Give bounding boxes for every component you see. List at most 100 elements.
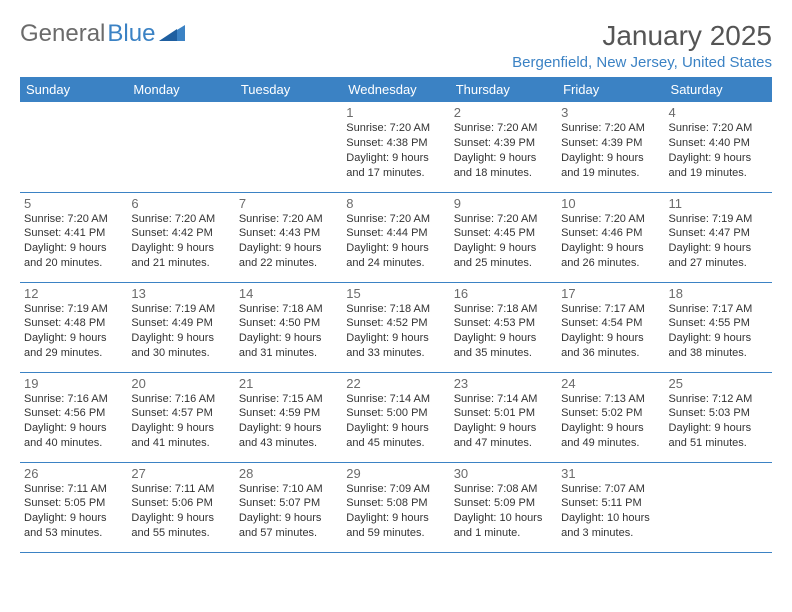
day-number: 5 bbox=[24, 196, 123, 211]
calendar-cell: 27Sunrise: 7:11 AMSunset: 5:06 PMDayligh… bbox=[127, 462, 234, 552]
calendar-cell: 22Sunrise: 7:14 AMSunset: 5:00 PMDayligh… bbox=[342, 372, 449, 462]
day-info: Sunrise: 7:12 AMSunset: 5:03 PMDaylight:… bbox=[669, 392, 768, 451]
day-info: Sunrise: 7:13 AMSunset: 5:02 PMDaylight:… bbox=[561, 392, 660, 451]
calendar-cell bbox=[20, 102, 127, 192]
calendar-cell: 3Sunrise: 7:20 AMSunset: 4:39 PMDaylight… bbox=[557, 102, 664, 192]
day-info: Sunrise: 7:20 AMSunset: 4:38 PMDaylight:… bbox=[346, 121, 445, 180]
calendar-cell: 28Sunrise: 7:10 AMSunset: 5:07 PMDayligh… bbox=[235, 462, 342, 552]
calendar-table: SundayMondayTuesdayWednesdayThursdayFrid… bbox=[20, 77, 772, 553]
day-header: Saturday bbox=[665, 77, 772, 102]
day-info: Sunrise: 7:18 AMSunset: 4:53 PMDaylight:… bbox=[454, 302, 553, 361]
day-number: 28 bbox=[239, 466, 338, 481]
day-number: 6 bbox=[131, 196, 230, 211]
calendar-cell: 16Sunrise: 7:18 AMSunset: 4:53 PMDayligh… bbox=[450, 282, 557, 372]
day-number: 27 bbox=[131, 466, 230, 481]
day-number: 20 bbox=[131, 376, 230, 391]
logo-text-part2: Blue bbox=[107, 20, 155, 48]
calendar-row: 26Sunrise: 7:11 AMSunset: 5:05 PMDayligh… bbox=[20, 462, 772, 552]
day-number: 16 bbox=[454, 286, 553, 301]
day-info: Sunrise: 7:14 AMSunset: 5:01 PMDaylight:… bbox=[454, 392, 553, 451]
day-header: Friday bbox=[557, 77, 664, 102]
day-info: Sunrise: 7:10 AMSunset: 5:07 PMDaylight:… bbox=[239, 482, 338, 541]
calendar-cell: 6Sunrise: 7:20 AMSunset: 4:42 PMDaylight… bbox=[127, 192, 234, 282]
calendar-cell: 12Sunrise: 7:19 AMSunset: 4:48 PMDayligh… bbox=[20, 282, 127, 372]
day-info: Sunrise: 7:20 AMSunset: 4:46 PMDaylight:… bbox=[561, 212, 660, 271]
day-number: 17 bbox=[561, 286, 660, 301]
calendar-cell: 14Sunrise: 7:18 AMSunset: 4:50 PMDayligh… bbox=[235, 282, 342, 372]
calendar-cell: 4Sunrise: 7:20 AMSunset: 4:40 PMDaylight… bbox=[665, 102, 772, 192]
day-number: 31 bbox=[561, 466, 660, 481]
day-info: Sunrise: 7:07 AMSunset: 5:11 PMDaylight:… bbox=[561, 482, 660, 541]
calendar-cell: 15Sunrise: 7:18 AMSunset: 4:52 PMDayligh… bbox=[342, 282, 449, 372]
day-number: 24 bbox=[561, 376, 660, 391]
calendar-cell: 7Sunrise: 7:20 AMSunset: 4:43 PMDaylight… bbox=[235, 192, 342, 282]
day-number: 13 bbox=[131, 286, 230, 301]
day-info: Sunrise: 7:20 AMSunset: 4:44 PMDaylight:… bbox=[346, 212, 445, 271]
calendar-cell bbox=[665, 462, 772, 552]
day-info: Sunrise: 7:16 AMSunset: 4:57 PMDaylight:… bbox=[131, 392, 230, 451]
day-number: 14 bbox=[239, 286, 338, 301]
calendar-cell: 5Sunrise: 7:20 AMSunset: 4:41 PMDaylight… bbox=[20, 192, 127, 282]
calendar-cell: 30Sunrise: 7:08 AMSunset: 5:09 PMDayligh… bbox=[450, 462, 557, 552]
day-info: Sunrise: 7:20 AMSunset: 4:42 PMDaylight:… bbox=[131, 212, 230, 271]
day-info: Sunrise: 7:17 AMSunset: 4:55 PMDaylight:… bbox=[669, 302, 768, 361]
calendar-head: SundayMondayTuesdayWednesdayThursdayFrid… bbox=[20, 77, 772, 102]
calendar-cell: 23Sunrise: 7:14 AMSunset: 5:01 PMDayligh… bbox=[450, 372, 557, 462]
day-info: Sunrise: 7:17 AMSunset: 4:54 PMDaylight:… bbox=[561, 302, 660, 361]
calendar-cell: 13Sunrise: 7:19 AMSunset: 4:49 PMDayligh… bbox=[127, 282, 234, 372]
day-header: Monday bbox=[127, 77, 234, 102]
day-info: Sunrise: 7:19 AMSunset: 4:49 PMDaylight:… bbox=[131, 302, 230, 361]
day-number: 15 bbox=[346, 286, 445, 301]
day-number: 7 bbox=[239, 196, 338, 211]
calendar-cell: 25Sunrise: 7:12 AMSunset: 5:03 PMDayligh… bbox=[665, 372, 772, 462]
day-info: Sunrise: 7:09 AMSunset: 5:08 PMDaylight:… bbox=[346, 482, 445, 541]
calendar-cell: 2Sunrise: 7:20 AMSunset: 4:39 PMDaylight… bbox=[450, 102, 557, 192]
day-info: Sunrise: 7:15 AMSunset: 4:59 PMDaylight:… bbox=[239, 392, 338, 451]
day-number: 22 bbox=[346, 376, 445, 391]
calendar-cell: 17Sunrise: 7:17 AMSunset: 4:54 PMDayligh… bbox=[557, 282, 664, 372]
header: GeneralBlue January 2025 Bergenfield, Ne… bbox=[20, 20, 772, 71]
triangle-icon bbox=[159, 23, 185, 46]
day-number: 10 bbox=[561, 196, 660, 211]
day-info: Sunrise: 7:20 AMSunset: 4:39 PMDaylight:… bbox=[454, 121, 553, 180]
day-info: Sunrise: 7:20 AMSunset: 4:40 PMDaylight:… bbox=[669, 121, 768, 180]
day-info: Sunrise: 7:18 AMSunset: 4:50 PMDaylight:… bbox=[239, 302, 338, 361]
calendar-body: 1Sunrise: 7:20 AMSunset: 4:38 PMDaylight… bbox=[20, 102, 772, 552]
month-title: January 2025 bbox=[512, 20, 772, 52]
day-number: 9 bbox=[454, 196, 553, 211]
calendar-cell: 20Sunrise: 7:16 AMSunset: 4:57 PMDayligh… bbox=[127, 372, 234, 462]
day-info: Sunrise: 7:18 AMSunset: 4:52 PMDaylight:… bbox=[346, 302, 445, 361]
logo: GeneralBlue bbox=[20, 20, 185, 48]
location: Bergenfield, New Jersey, United States bbox=[512, 54, 772, 71]
day-number: 21 bbox=[239, 376, 338, 391]
calendar-cell: 11Sunrise: 7:19 AMSunset: 4:47 PMDayligh… bbox=[665, 192, 772, 282]
day-number: 8 bbox=[346, 196, 445, 211]
calendar-row: 5Sunrise: 7:20 AMSunset: 4:41 PMDaylight… bbox=[20, 192, 772, 282]
calendar-cell: 26Sunrise: 7:11 AMSunset: 5:05 PMDayligh… bbox=[20, 462, 127, 552]
day-number: 1 bbox=[346, 105, 445, 120]
day-number: 29 bbox=[346, 466, 445, 481]
day-number: 25 bbox=[669, 376, 768, 391]
day-number: 23 bbox=[454, 376, 553, 391]
logo-text-part1: General bbox=[20, 20, 105, 48]
day-number: 26 bbox=[24, 466, 123, 481]
day-info: Sunrise: 7:14 AMSunset: 5:00 PMDaylight:… bbox=[346, 392, 445, 451]
calendar-cell: 10Sunrise: 7:20 AMSunset: 4:46 PMDayligh… bbox=[557, 192, 664, 282]
day-header: Sunday bbox=[20, 77, 127, 102]
calendar-cell bbox=[127, 102, 234, 192]
calendar-cell: 18Sunrise: 7:17 AMSunset: 4:55 PMDayligh… bbox=[665, 282, 772, 372]
calendar-cell: 9Sunrise: 7:20 AMSunset: 4:45 PMDaylight… bbox=[450, 192, 557, 282]
day-info: Sunrise: 7:11 AMSunset: 5:06 PMDaylight:… bbox=[131, 482, 230, 541]
calendar-cell: 1Sunrise: 7:20 AMSunset: 4:38 PMDaylight… bbox=[342, 102, 449, 192]
day-number: 2 bbox=[454, 105, 553, 120]
day-number: 30 bbox=[454, 466, 553, 481]
day-info: Sunrise: 7:20 AMSunset: 4:41 PMDaylight:… bbox=[24, 212, 123, 271]
day-number: 18 bbox=[669, 286, 768, 301]
day-info: Sunrise: 7:19 AMSunset: 4:47 PMDaylight:… bbox=[669, 212, 768, 271]
day-info: Sunrise: 7:20 AMSunset: 4:45 PMDaylight:… bbox=[454, 212, 553, 271]
day-number: 3 bbox=[561, 105, 660, 120]
calendar-row: 12Sunrise: 7:19 AMSunset: 4:48 PMDayligh… bbox=[20, 282, 772, 372]
day-header: Thursday bbox=[450, 77, 557, 102]
day-info: Sunrise: 7:11 AMSunset: 5:05 PMDaylight:… bbox=[24, 482, 123, 541]
title-block: January 2025 Bergenfield, New Jersey, Un… bbox=[512, 20, 772, 71]
